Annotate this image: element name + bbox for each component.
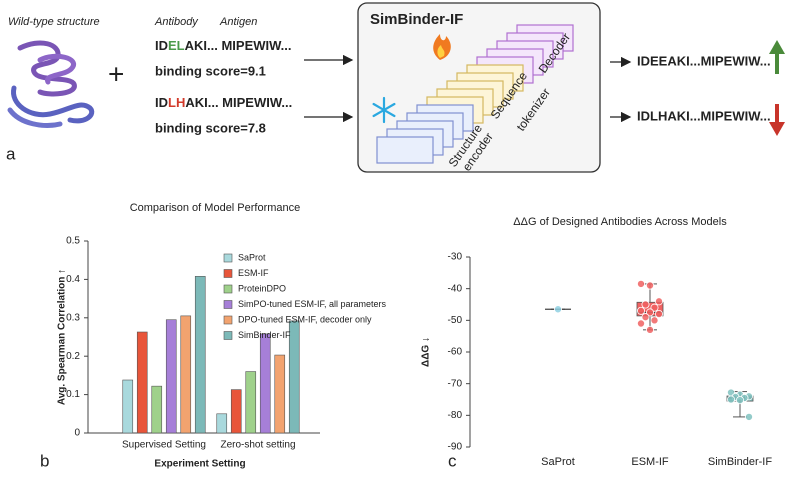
point: [637, 319, 646, 328]
x-tick-label: SaProt: [541, 456, 575, 468]
antigen-label: Antigen: [219, 16, 257, 28]
y-tick-label: 0.2: [66, 351, 80, 362]
plus: +: [108, 58, 124, 89]
input-sequence: IDLHAKI... MIPEWIW...: [155, 95, 292, 110]
y-axis-label: ΔΔG ↓: [421, 337, 432, 367]
bar: [194, 276, 206, 434]
y-tick-label: -70: [448, 378, 463, 389]
up-arrow: [769, 40, 785, 74]
bar: [180, 315, 192, 434]
layer: [376, 136, 434, 164]
y-tick-label: -30: [448, 252, 463, 263]
bar: [122, 379, 134, 434]
bar: [274, 354, 286, 434]
bar: [259, 333, 271, 434]
point: [745, 412, 754, 421]
y-tick-label: 0.4: [66, 274, 80, 285]
y-tick-label: 0: [74, 428, 80, 439]
input-sequence: IDELAKI... MIPEWIW...: [155, 38, 292, 53]
point: [641, 313, 650, 322]
panel-label: a: [6, 144, 16, 163]
y-tick-label: -50: [448, 315, 463, 326]
bar: [216, 413, 228, 434]
y-tick-label: -60: [448, 347, 463, 358]
point: [637, 306, 646, 315]
legend-label: ESM-IF: [238, 268, 269, 278]
legend-swatch: [223, 269, 233, 278]
legend-swatch: [223, 300, 233, 309]
point: [655, 309, 664, 318]
point: [554, 305, 563, 314]
bar: [151, 385, 163, 434]
legend-label: SaProt: [238, 252, 266, 262]
panel-label: b: [40, 451, 49, 470]
legend-label: DPO-tuned ESM-IF, decoder only: [238, 314, 372, 324]
y-tick-label: 0.1: [66, 389, 80, 400]
y-tick-label: 0.3: [66, 312, 80, 323]
binding-score: binding score=7.8: [155, 120, 266, 135]
chart-title: Comparison of Model Performance: [130, 202, 301, 214]
legend-label: SimBinder-IF: [238, 330, 291, 340]
point: [646, 281, 655, 290]
y-tick-label: -80: [448, 410, 463, 421]
arrows: [304, 54, 632, 123]
legend-swatch: [223, 253, 233, 263]
x-tick-label: SimBinder-IF: [708, 456, 772, 468]
x-tick-label: ESM-IF: [631, 456, 669, 468]
legend-swatch: [223, 315, 233, 325]
snowflake-icon: [372, 96, 396, 124]
legend-label: ProteinDPO: [238, 283, 286, 293]
down-arrow: [769, 104, 785, 136]
point: [637, 279, 646, 288]
point: [655, 297, 664, 306]
bar: [230, 389, 242, 434]
y-tick-label: -40: [448, 283, 463, 294]
wild-type-label: Wild-type structure: [8, 16, 100, 28]
output-sequence: IDLHAKI...MIPEWIW...: [637, 108, 771, 123]
point: [736, 396, 745, 405]
y-tick-label: -90: [448, 442, 463, 453]
protein-structure: [7, 40, 95, 128]
x-tick-label: Zero-shot setting: [220, 440, 295, 451]
binding-score: binding score=9.1: [155, 63, 266, 78]
legend-label: SimPO-tuned ESM-IF, all parameters: [238, 299, 387, 309]
flame-icon: [433, 34, 451, 60]
model-title: SimBinder-IF: [370, 11, 463, 28]
point: [727, 395, 736, 404]
x-tick-label: Supervised Setting: [122, 440, 206, 451]
model-layers: [376, 24, 574, 164]
y-axis-label: Avg. Spearman Correlation ↑: [57, 269, 68, 405]
panel-label: c: [448, 451, 457, 470]
point: [650, 316, 659, 325]
x-axis-label: Experiment Setting: [154, 459, 245, 470]
bar: [288, 320, 300, 434]
bar: [136, 331, 148, 434]
charts: Comparison of Model Performance 0 0.1 0.2 0.…: [57, 202, 773, 470]
legend-swatch: [223, 284, 233, 294]
legend-swatch: [223, 331, 233, 340]
antibody-label: Antibody: [154, 16, 199, 28]
chart-title: ΔΔG of Designed Antibodies Across Models: [513, 216, 727, 228]
y-tick-label: 0.5: [66, 236, 80, 247]
point: [646, 325, 655, 334]
bar: [245, 371, 257, 434]
bar: [165, 319, 177, 434]
output-sequence: IDEEAKI...MIPEWIW...: [637, 53, 771, 68]
point: [641, 300, 650, 309]
